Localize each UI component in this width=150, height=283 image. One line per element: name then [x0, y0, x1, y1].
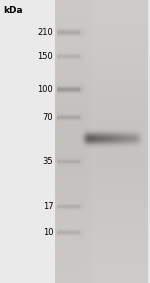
Text: 10: 10: [43, 228, 53, 237]
Text: 100: 100: [38, 85, 53, 94]
Text: 210: 210: [38, 28, 53, 37]
Text: 70: 70: [43, 113, 53, 122]
Text: 150: 150: [38, 52, 53, 61]
Text: 17: 17: [43, 202, 53, 211]
Text: 35: 35: [43, 157, 53, 166]
Text: kDa: kDa: [3, 6, 23, 15]
